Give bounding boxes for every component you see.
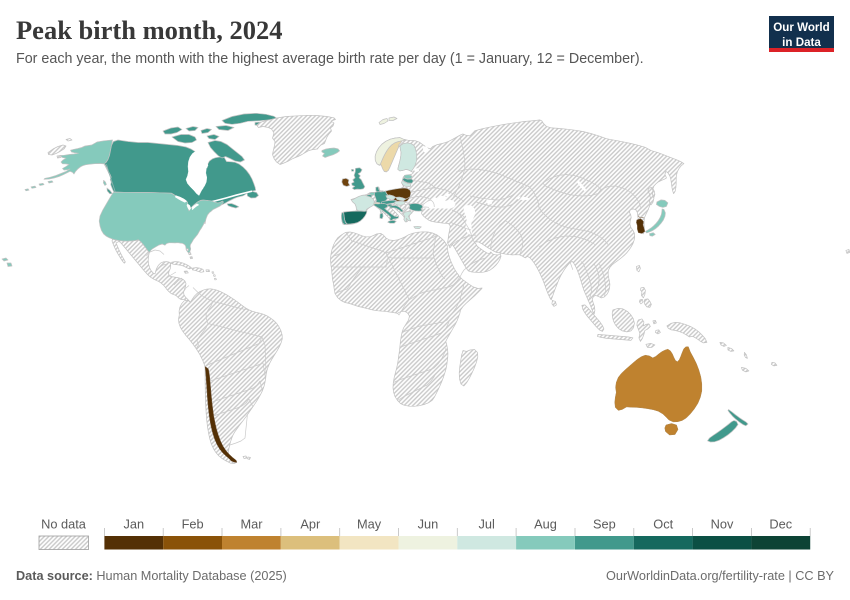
svg-text:Dec: Dec: [769, 517, 792, 532]
svg-text:Jun: Jun: [418, 517, 439, 532]
svg-text:Nov: Nov: [711, 517, 734, 532]
svg-text:Apr: Apr: [300, 517, 321, 532]
svg-text:Mar: Mar: [240, 517, 263, 532]
svg-text:Jan: Jan: [123, 517, 144, 532]
svg-text:Aug: Aug: [534, 517, 557, 532]
svg-text:Feb: Feb: [182, 517, 204, 532]
svg-text:Jul: Jul: [479, 517, 495, 532]
svg-text:May: May: [357, 517, 382, 532]
svg-text:Oct: Oct: [653, 517, 673, 532]
svg-text:Sep: Sep: [593, 517, 616, 532]
svg-text:No data: No data: [41, 517, 87, 532]
